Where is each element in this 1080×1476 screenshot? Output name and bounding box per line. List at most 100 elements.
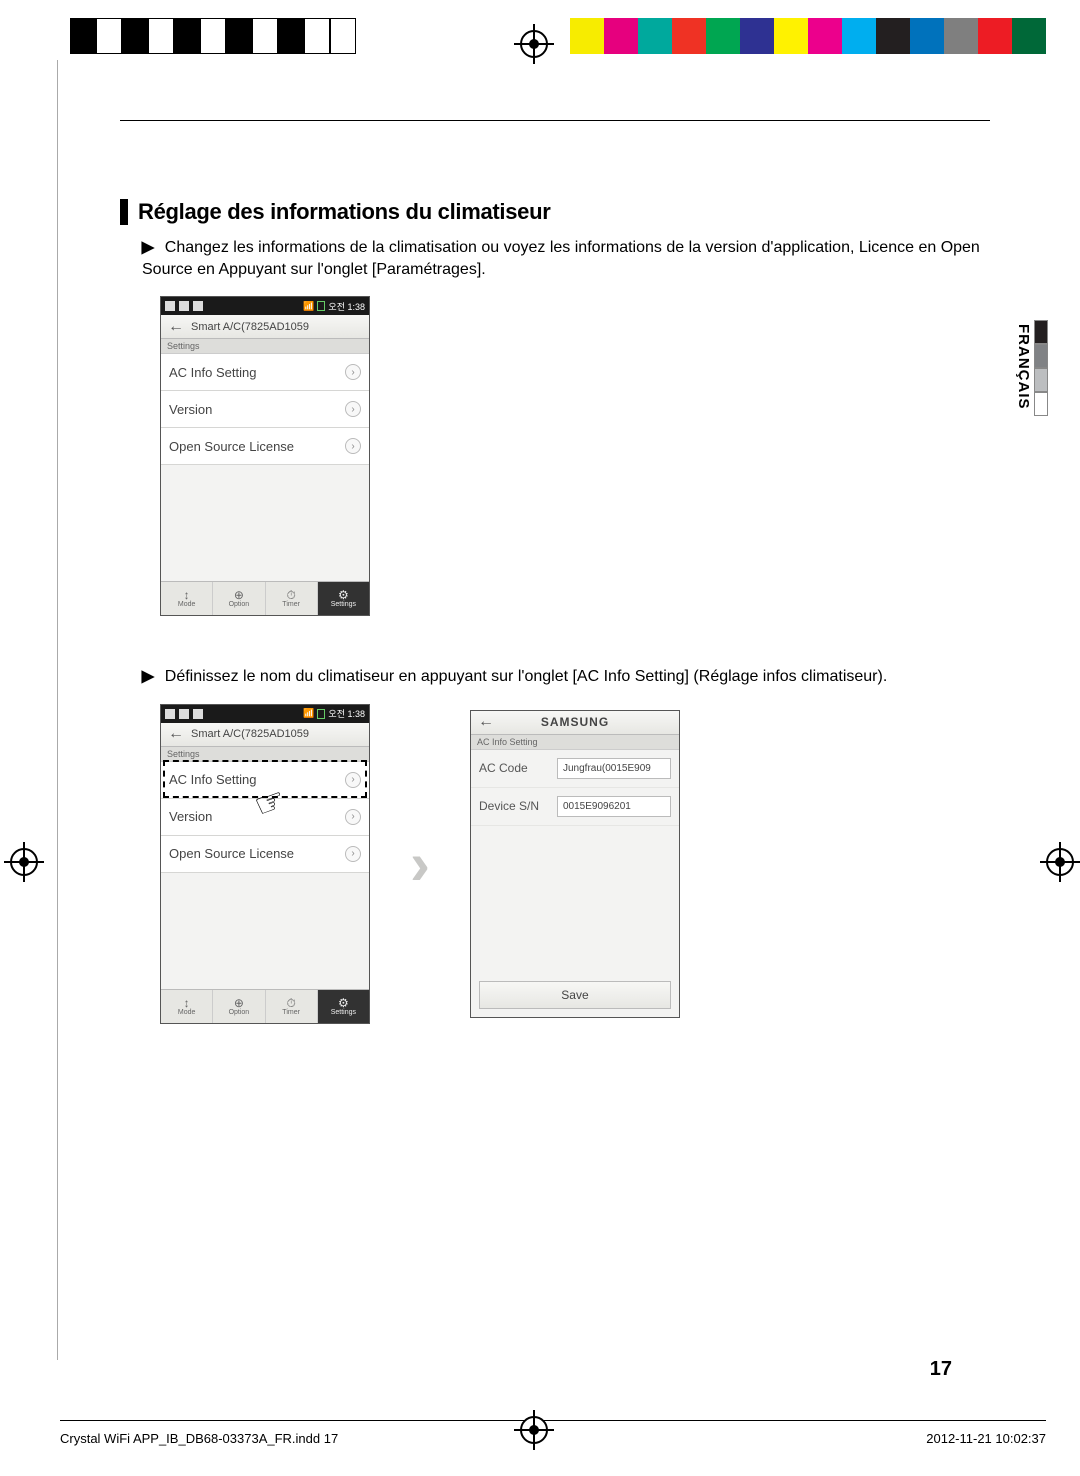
print-footer: Crystal WiFi APP_IB_DB68-03373A_FR.indd … (60, 1420, 1046, 1446)
phone-screenshot-3: ← SAMSUNG AC Info Setting AC Code Jungfr… (470, 710, 680, 1018)
nav-item-label: Settings (331, 1009, 356, 1016)
chevron-right-icon: › (345, 364, 361, 380)
list-item-label: Version (169, 809, 212, 824)
registration-mark-icon (520, 1416, 548, 1444)
mode-icon: ↕ (184, 997, 190, 1009)
device-sn-field[interactable]: 0015E9096201 (557, 796, 671, 817)
bottom-nav: ↕Mode⊕Option⏱Timer⚙Settings (161, 989, 369, 1023)
screen-title: Smart A/C(7825AD1059 (191, 728, 309, 740)
list-item-label: Open Source License (169, 439, 294, 454)
list-item-label: Open Source License (169, 846, 294, 861)
list-item[interactable]: Open Source License › (161, 428, 369, 465)
settings-icon: ⚙ (338, 997, 349, 1009)
status-time: 오전 1:38 (328, 300, 365, 313)
form-row-device-sn: Device S/N 0015E9096201 (471, 788, 679, 826)
status-icon (179, 301, 189, 311)
crop-rule (57, 60, 58, 1360)
list-item-label: Version (169, 402, 212, 417)
paragraph-2-text: Définissez le nom du climatiseur en appu… (165, 668, 888, 685)
list-item[interactable]: AC Info Setting › (161, 354, 369, 391)
nav-item-settings[interactable]: ⚙Settings (318, 582, 369, 615)
chevron-right-icon: › (345, 846, 361, 862)
page-content: Réglage des informations du climatiseur … (120, 120, 990, 1024)
nav-item-label: Option (229, 1009, 250, 1016)
registration-black-bars (70, 18, 356, 54)
nav-item-timer[interactable]: ⏱Timer (266, 582, 318, 615)
screenshot-1-wrap: 📶 오전 1:38 ← Smart A/C(7825AD1059 Settings… (160, 296, 990, 616)
title-bar: ← Smart A/C(7825AD1059 (161, 315, 369, 339)
status-icon (179, 709, 189, 719)
ac-code-field[interactable]: Jungfrau(0015E909 (557, 758, 671, 779)
wifi-icon: 📶 (303, 708, 314, 719)
footer-timestamp: 2012-11-21 10:02:37 (926, 1431, 1046, 1446)
nav-item-mode[interactable]: ↕Mode (161, 990, 213, 1023)
registration-mark-icon (520, 30, 548, 58)
paragraph-1-text: Changez les informations de la climatisa… (142, 239, 980, 278)
status-icon (165, 301, 175, 311)
page-number: 17 (930, 1358, 952, 1381)
section-title: Réglage des informations du climatiseur (120, 199, 990, 225)
back-icon[interactable]: ← (471, 713, 501, 731)
form-row-ac-code: AC Code Jungfrau(0015E909 (471, 750, 679, 788)
nav-item-option[interactable]: ⊕Option (213, 990, 265, 1023)
ac-code-label: AC Code (479, 761, 549, 775)
bullet-arrow-icon: ▶ (141, 236, 155, 260)
hairline-rule (120, 120, 990, 121)
list-item[interactable]: Open Source License › (161, 836, 369, 873)
nav-item-label: Mode (178, 1009, 196, 1016)
back-icon[interactable]: ← (161, 318, 191, 336)
nav-item-settings[interactable]: ⚙Settings (318, 990, 369, 1023)
nav-item-label: Timer (282, 601, 300, 608)
screen-title: Smart A/C(7825AD1059 (191, 321, 309, 333)
nav-item-option[interactable]: ⊕Option (213, 582, 265, 615)
nav-item-label: Mode (178, 601, 196, 608)
timer-icon: ⏱ (286, 997, 295, 1009)
language-swatches (1034, 320, 1048, 416)
bullet-arrow-icon: ▶ (141, 665, 155, 689)
section-header: AC Info Setting (471, 735, 679, 750)
list-item[interactable]: Version › (161, 391, 369, 428)
settings-icon: ⚙ (338, 589, 349, 601)
status-bar: 📶 오전 1:38 (161, 297, 369, 315)
bottom-nav: ↕Mode⊕Option⏱Timer⚙Settings (161, 581, 369, 615)
chevron-right-icon: › (345, 438, 361, 454)
mode-icon: ↕ (184, 589, 190, 601)
status-bar: 📶 오전 1:38 (161, 705, 369, 723)
nav-item-label: Settings (331, 601, 356, 608)
status-icon (193, 301, 203, 311)
registration-top (70, 18, 1040, 56)
paragraph-2: ▶ Définissez le nom du climatiseur en ap… (142, 666, 990, 688)
save-button[interactable]: Save (479, 981, 671, 1009)
list-item-label: AC Info Setting (169, 365, 256, 380)
wifi-icon: 📶 (303, 301, 314, 312)
device-sn-label: Device S/N (479, 799, 549, 813)
status-icon (165, 709, 175, 719)
chevron-right-icon: › (410, 829, 430, 898)
chevron-right-icon: › (345, 401, 361, 417)
option-icon: ⊕ (234, 997, 244, 1009)
status-time: 오전 1:38 (328, 707, 365, 720)
brand-label: SAMSUNG (541, 715, 609, 729)
registration-mark-icon (1046, 848, 1074, 876)
paragraph-1: ▶ Changez les informations de la climati… (142, 237, 990, 280)
battery-icon (317, 709, 325, 719)
nav-item-label: Timer (282, 1009, 300, 1016)
phone-screenshot-1: 📶 오전 1:38 ← Smart A/C(7825AD1059 Settings… (160, 296, 370, 616)
title-bar: ← SAMSUNG (471, 711, 679, 735)
registration-mark-icon (10, 848, 38, 876)
section-header: Settings (161, 339, 369, 354)
status-icon (193, 709, 203, 719)
nav-item-timer[interactable]: ⏱Timer (266, 990, 318, 1023)
language-label: FRANÇAIS (1015, 320, 1034, 414)
nav-item-label: Option (229, 601, 250, 608)
screenshot-row: 📶 오전 1:38 ← Smart A/C(7825AD1059 Settings… (160, 704, 990, 1024)
settings-list: AC Info Setting›Version›Open Source Lice… (161, 354, 369, 465)
battery-icon (317, 301, 325, 311)
footer-filename: Crystal WiFi APP_IB_DB68-03373A_FR.indd … (60, 1431, 338, 1446)
registration-color-strip (570, 18, 1046, 54)
back-icon[interactable]: ← (161, 725, 191, 743)
timer-icon: ⏱ (286, 589, 295, 601)
language-tab: FRANÇAIS (1015, 320, 1048, 416)
option-icon: ⊕ (234, 589, 244, 601)
nav-item-mode[interactable]: ↕Mode (161, 582, 213, 615)
